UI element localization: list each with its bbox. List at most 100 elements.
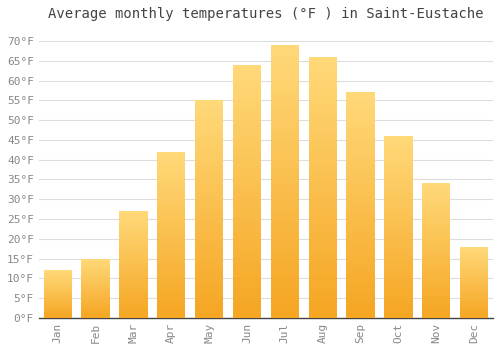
Bar xyxy=(346,138,375,142)
Bar xyxy=(233,308,261,313)
Bar xyxy=(460,287,488,288)
Bar xyxy=(82,268,110,269)
Bar xyxy=(270,258,299,263)
Bar xyxy=(270,307,299,313)
Bar xyxy=(308,78,337,83)
Bar xyxy=(422,194,450,197)
Bar xyxy=(422,245,450,248)
Bar xyxy=(308,281,337,287)
Bar xyxy=(422,224,450,226)
Bar xyxy=(195,126,224,131)
Bar xyxy=(346,232,375,237)
Bar xyxy=(460,302,488,304)
Bar xyxy=(82,293,110,294)
Bar xyxy=(44,273,72,274)
Bar xyxy=(119,217,148,220)
Bar xyxy=(157,281,186,285)
Bar xyxy=(460,314,488,315)
Bar xyxy=(308,88,337,93)
Bar xyxy=(157,188,186,191)
Bar xyxy=(422,278,450,280)
Bar xyxy=(270,127,299,132)
Bar xyxy=(270,105,299,110)
Bar xyxy=(384,165,412,169)
Bar xyxy=(195,100,224,105)
Bar xyxy=(233,206,261,211)
Bar xyxy=(384,249,412,252)
Bar xyxy=(346,282,375,286)
Bar xyxy=(82,263,110,265)
Bar xyxy=(384,234,412,238)
Bar xyxy=(460,315,488,316)
Bar xyxy=(119,307,148,309)
Bar xyxy=(346,142,375,147)
Bar xyxy=(195,248,224,253)
Bar xyxy=(82,282,110,284)
Bar xyxy=(44,272,72,273)
Bar xyxy=(44,289,72,290)
Bar xyxy=(195,287,224,292)
Bar xyxy=(44,276,72,277)
Bar xyxy=(460,252,488,254)
Bar xyxy=(422,251,450,253)
Bar xyxy=(82,317,110,318)
Bar xyxy=(460,262,488,264)
Bar xyxy=(270,61,299,67)
Bar xyxy=(157,162,186,165)
Bar xyxy=(233,110,261,116)
Bar xyxy=(346,264,375,268)
Bar xyxy=(195,153,224,157)
Bar xyxy=(384,263,412,267)
Bar xyxy=(44,303,72,304)
Bar xyxy=(119,262,148,265)
Bar xyxy=(119,294,148,296)
Bar xyxy=(346,92,375,318)
Bar xyxy=(422,304,450,307)
Bar xyxy=(346,210,375,214)
Bar xyxy=(233,75,261,80)
Bar xyxy=(233,313,261,318)
Bar xyxy=(460,311,488,312)
Bar xyxy=(119,222,148,224)
Bar xyxy=(157,225,186,228)
Bar xyxy=(195,105,224,109)
Bar xyxy=(384,187,412,190)
Bar xyxy=(384,267,412,271)
Bar xyxy=(270,241,299,247)
Bar xyxy=(384,260,412,263)
Bar xyxy=(157,258,186,261)
Bar xyxy=(346,268,375,273)
Bar xyxy=(422,186,450,189)
Bar xyxy=(195,309,224,314)
Bar xyxy=(195,109,224,113)
Bar xyxy=(384,202,412,205)
Bar xyxy=(82,299,110,300)
Bar xyxy=(460,295,488,296)
Bar xyxy=(346,106,375,110)
Bar xyxy=(346,309,375,314)
Bar xyxy=(233,80,261,85)
Bar xyxy=(157,308,186,311)
Bar xyxy=(157,155,186,159)
Bar xyxy=(346,169,375,174)
Bar xyxy=(384,271,412,274)
Bar xyxy=(44,277,72,278)
Bar xyxy=(270,89,299,94)
Bar xyxy=(195,170,224,174)
Bar xyxy=(422,299,450,302)
Bar xyxy=(308,83,337,88)
Bar xyxy=(119,228,148,230)
Bar xyxy=(195,305,224,309)
Bar xyxy=(308,135,337,140)
Bar xyxy=(82,296,110,298)
Bar xyxy=(157,251,186,255)
Bar xyxy=(82,286,110,287)
Bar xyxy=(82,295,110,296)
Bar xyxy=(460,308,488,309)
Bar xyxy=(157,255,186,258)
Bar xyxy=(460,309,488,311)
Bar xyxy=(195,113,224,118)
Bar xyxy=(346,237,375,241)
Bar xyxy=(422,291,450,294)
Bar xyxy=(308,161,337,167)
